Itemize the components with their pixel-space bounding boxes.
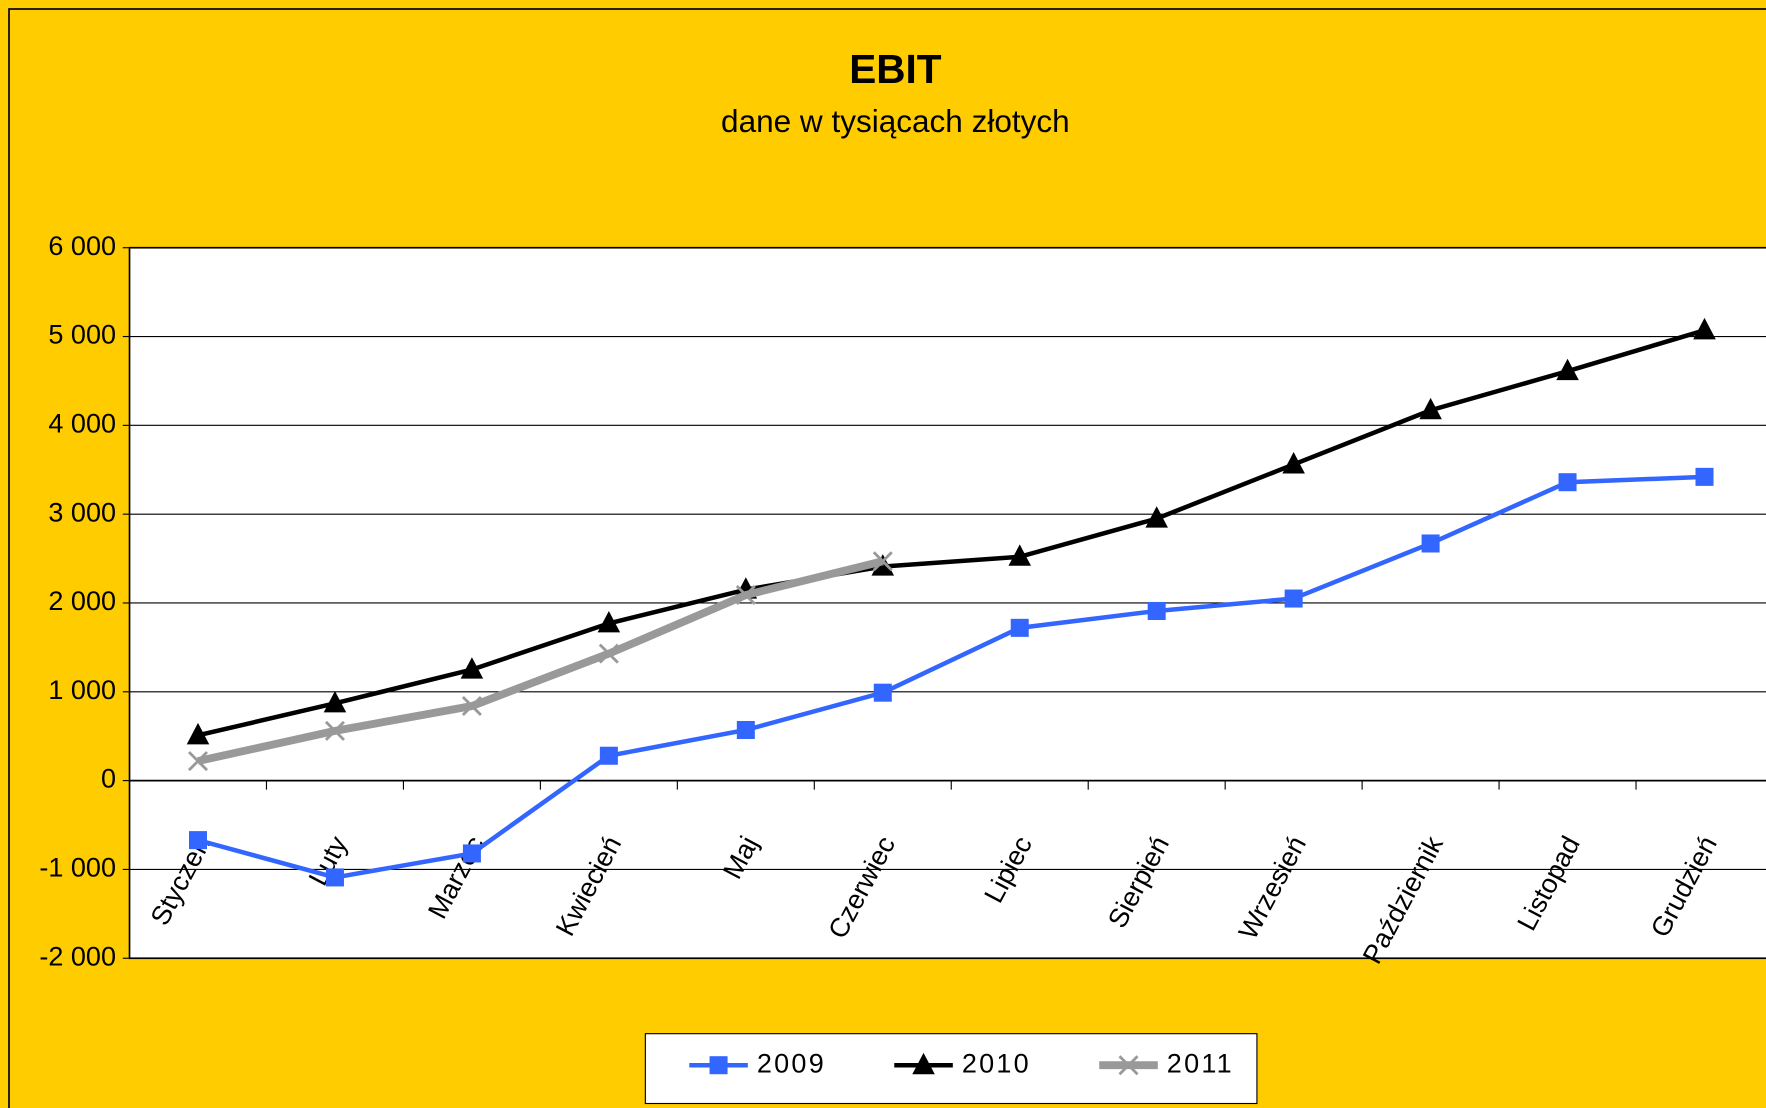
marker	[872, 551, 893, 572]
marker	[1118, 1055, 1139, 1076]
legend-label: 2010	[962, 1048, 1031, 1078]
marker	[598, 643, 619, 664]
marker	[1284, 589, 1303, 608]
chart-title: EBIT	[849, 46, 942, 92]
y-tick-label: 2 000	[48, 586, 116, 616]
marker	[1421, 534, 1440, 553]
marker	[735, 584, 756, 605]
marker	[461, 696, 482, 717]
marker	[1419, 397, 1442, 420]
marker	[912, 1052, 935, 1075]
y-tick-label: 4 000	[48, 408, 116, 438]
marker	[323, 690, 347, 713]
legend-label: 2011	[1167, 1048, 1234, 1078]
chart-subtitle: dane w tysiącach złotych	[721, 103, 1070, 139]
y-tick-label: 1 000	[48, 675, 116, 705]
marker	[324, 720, 345, 741]
chart-border	[8, 8, 1766, 1108]
series-line	[197, 328, 1706, 738]
marker	[1147, 601, 1166, 620]
series-line	[197, 557, 884, 765]
marker	[1282, 452, 1305, 474]
marker	[1010, 618, 1029, 637]
y-tick-label: 5 000	[48, 320, 116, 350]
marker	[460, 657, 484, 679]
marker	[1695, 467, 1714, 486]
legend-label: 2009	[757, 1048, 826, 1078]
marker	[186, 722, 210, 745]
marker	[1145, 506, 1168, 528]
marker	[597, 611, 621, 633]
series-line	[197, 474, 1705, 880]
marker	[187, 751, 209, 772]
marker	[873, 683, 892, 702]
marker	[1558, 473, 1577, 492]
marker	[1556, 358, 1579, 381]
y-tick-label: 3 000	[48, 497, 116, 527]
marker	[736, 720, 755, 739]
y-tick-label: -1 000	[39, 853, 116, 883]
marker	[709, 1056, 728, 1075]
marker	[1693, 317, 1716, 340]
y-tick-label: -2 000	[39, 941, 116, 971]
marker	[188, 831, 208, 850]
marker	[325, 868, 344, 887]
marker	[599, 746, 618, 765]
marker	[1008, 544, 1031, 566]
legend-box	[644, 1033, 1258, 1105]
marker	[462, 844, 481, 863]
y-tick-label: 6 000	[48, 231, 116, 261]
y-tick-label: 0	[101, 764, 116, 794]
